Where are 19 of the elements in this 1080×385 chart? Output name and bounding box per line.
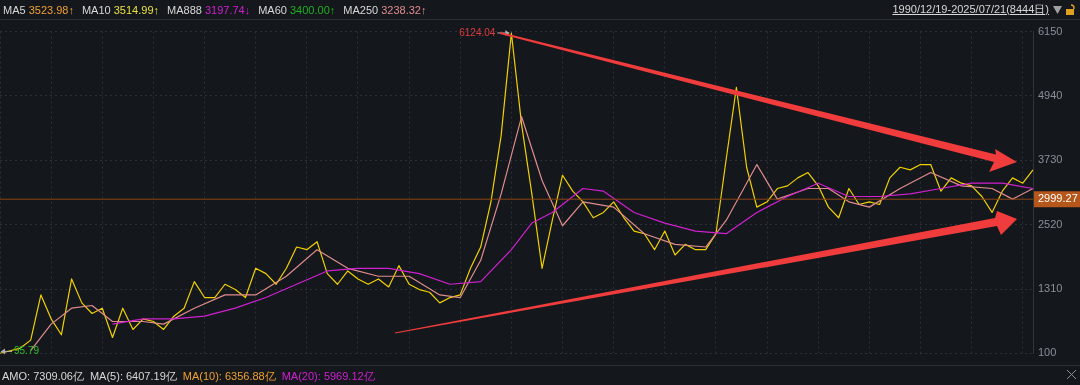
y-tick-label: 4940 [1038,88,1063,101]
y-tick-label: 3730 [1038,153,1063,166]
text: MA250 3238.32↑ [343,3,427,16]
text: MA888 3197.74↓ [167,3,251,16]
text: MA(20): 5969.12亿 [281,368,375,384]
annotation: 95.79 [14,345,40,357]
text: MA60 3400.00↑ [258,3,336,16]
chart-subtitle: 1990/12/19-2025/07/21(8444日) [892,2,1049,17]
y-tick-label: 100 [1038,346,1057,359]
y-tick-label: 1310 [1038,282,1063,295]
text: MA5 3523.98↑ [3,3,74,16]
y-tick-label: 6150 [1038,24,1063,37]
text: MA(5): 6407.19亿 [89,368,177,384]
text: MA10 3514.99↑ [81,3,160,16]
ref-line-label: 2999.27 [1038,192,1078,205]
y-tick-label: 2520 [1038,217,1063,230]
text: MA(10): 6356.88亿 [182,368,276,384]
text: AMO: 7309.06亿 [2,368,84,384]
annotation: 6124.04 [459,26,496,38]
